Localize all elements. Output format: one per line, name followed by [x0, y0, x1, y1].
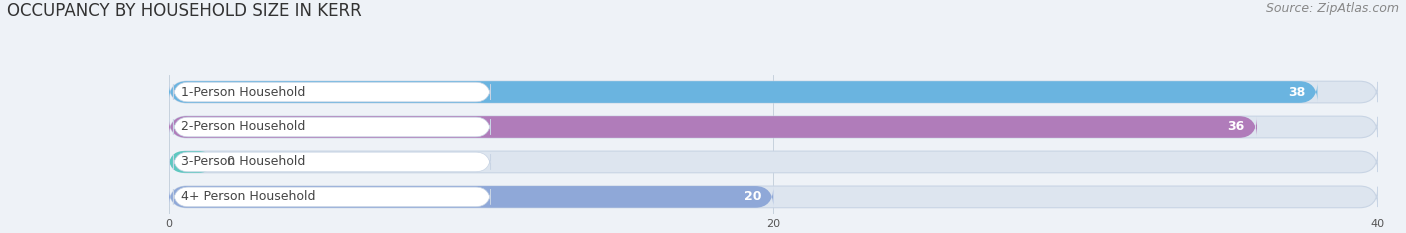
- FancyBboxPatch shape: [169, 116, 1378, 138]
- Text: OCCUPANCY BY HOUSEHOLD SIZE IN KERR: OCCUPANCY BY HOUSEHOLD SIZE IN KERR: [7, 2, 361, 20]
- FancyBboxPatch shape: [173, 152, 491, 172]
- Text: 0: 0: [226, 155, 235, 168]
- FancyBboxPatch shape: [169, 186, 1378, 208]
- FancyBboxPatch shape: [169, 81, 1317, 103]
- FancyBboxPatch shape: [169, 116, 1257, 138]
- FancyBboxPatch shape: [173, 117, 491, 137]
- FancyBboxPatch shape: [173, 82, 491, 102]
- FancyBboxPatch shape: [169, 151, 1378, 173]
- Text: 38: 38: [1288, 86, 1305, 99]
- Text: 36: 36: [1227, 120, 1244, 134]
- FancyBboxPatch shape: [173, 187, 491, 207]
- Text: 4+ Person Household: 4+ Person Household: [181, 190, 315, 203]
- FancyBboxPatch shape: [169, 151, 214, 173]
- FancyBboxPatch shape: [169, 81, 1378, 103]
- Text: 3-Person Household: 3-Person Household: [181, 155, 305, 168]
- Text: Source: ZipAtlas.com: Source: ZipAtlas.com: [1265, 2, 1399, 15]
- Text: 20: 20: [744, 190, 761, 203]
- Text: 1-Person Household: 1-Person Household: [181, 86, 305, 99]
- FancyBboxPatch shape: [169, 186, 773, 208]
- Text: 2-Person Household: 2-Person Household: [181, 120, 305, 134]
